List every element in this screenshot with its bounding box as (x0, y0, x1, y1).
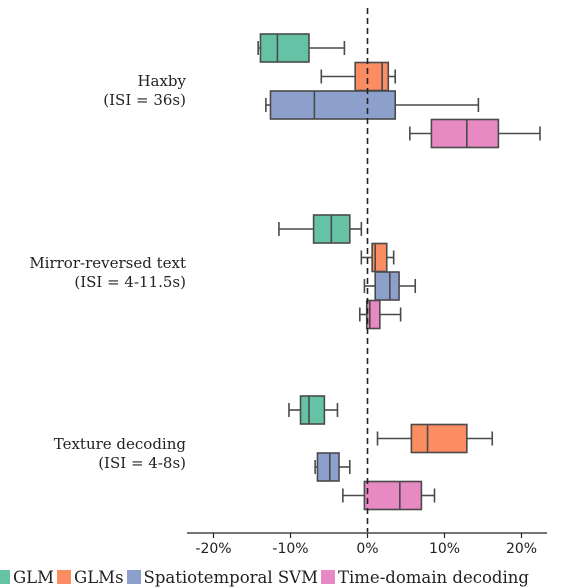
legend-swatch-glms (57, 570, 72, 584)
legend-label-glms: GLMs (74, 567, 124, 587)
box-time-domain-decoding-group-3 (342, 480, 436, 511)
group-label-mirror-line1: Mirror-reversed text (29, 254, 186, 272)
box-time-domain-decoding-group-2 (358, 299, 402, 330)
legend-item-glm: GLM (0, 568, 54, 587)
group-label-haxby-line1: Haxby (137, 72, 186, 90)
legend-item-time-domain: Time-domain decoding (321, 568, 529, 587)
legend-label-time-domain: Time-domain decoding (338, 567, 529, 587)
group-label-mirror-line2: (ISI = 4-11.5s) (74, 273, 186, 291)
legend-item-spatiotemporal-svm: Spatiotemporal SVM (126, 567, 318, 587)
x-tick-label-4: 20% (506, 541, 537, 557)
x-tick-label-3: 10% (429, 541, 460, 557)
iqr-box (269, 90, 397, 120)
x-axis: -20% -10% 0% 10% 20% (187, 532, 547, 557)
box-glms-group-3 (376, 423, 494, 454)
boxes-layer (257, 8, 541, 532)
x-tick-label-1: -10% (272, 541, 308, 557)
iqr-box (430, 118, 500, 149)
group-label-texture-line2: (ISI = 4-8s) (98, 454, 186, 472)
group-label-haxby-line2: (ISI = 36s) (103, 91, 186, 109)
legend-swatch-spatiotemporal-svm (126, 570, 141, 584)
iqr-box (410, 423, 468, 454)
box-spatiotemporal-svm-group-1 (265, 90, 480, 120)
iqr-box (374, 271, 400, 301)
x-tick-label-2: 0% (356, 541, 378, 557)
box-glms-group-1 (320, 61, 397, 92)
iqr-box (354, 61, 390, 92)
box-spatiotemporal-svm-group-2 (363, 271, 417, 301)
legend-swatch-time-domain (321, 570, 335, 584)
iqr-box (259, 33, 310, 63)
box-glm-group-3 (288, 395, 339, 425)
box-spatiotemporal-svm-group-3 (314, 452, 351, 482)
legend-label-glm: GLM (13, 567, 55, 587)
box-time-domain-decoding-group-1 (409, 118, 541, 149)
legend-swatch-glm (0, 570, 10, 584)
box-glm-group-2 (278, 214, 363, 244)
box-glms-group-2 (360, 242, 395, 273)
x-tick-label-0: -20% (195, 541, 231, 557)
iqr-box (371, 242, 388, 273)
group-label-mirror-reversed: Mirror-reversed text (ISI = 4-11.5s) (29, 254, 186, 292)
legend: GLM GLMs Spatiotemporal SVM Time-domain … (0, 567, 532, 587)
iqr-box (365, 299, 381, 330)
legend-label-spatiotemporal-svm: Spatiotemporal SVM (143, 567, 318, 587)
iqr-box (316, 452, 340, 482)
box-glm-group-1 (257, 33, 346, 63)
group-label-texture-line1: Texture decoding (53, 435, 186, 453)
iqr-box (299, 395, 326, 425)
iqr-box (363, 480, 423, 511)
legend-item-glms: GLMs (57, 568, 124, 587)
group-label-texture: Texture decoding (ISI = 4-8s) (54, 435, 186, 473)
group-label-haxby: Haxby (ISI = 36s) (103, 72, 186, 110)
